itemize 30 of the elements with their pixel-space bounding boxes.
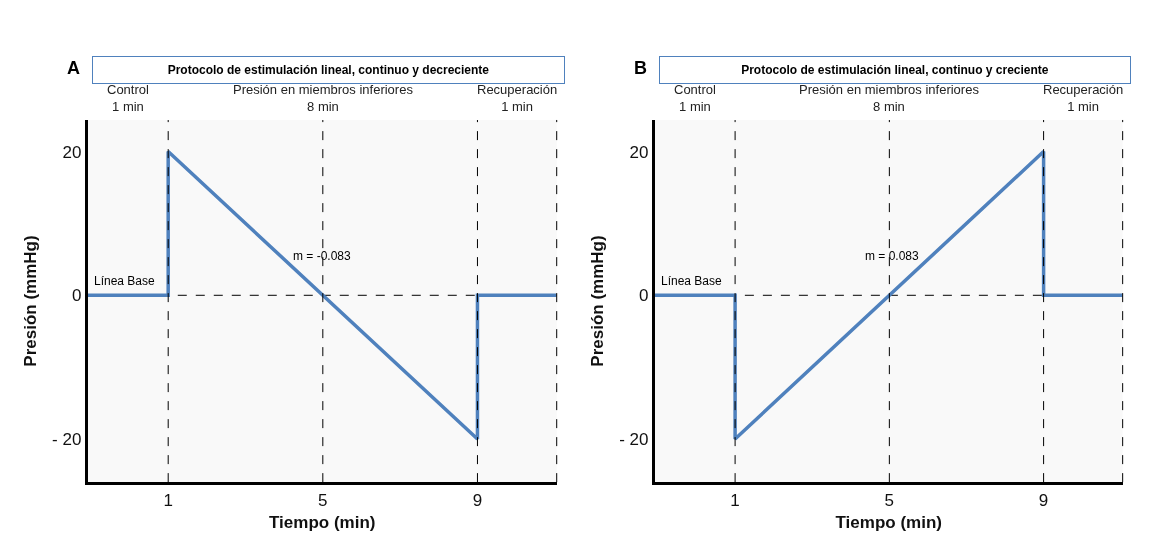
text: Presión en miembros inferiores 8 min bbox=[799, 82, 980, 114]
y-tick-label: 0 bbox=[639, 286, 649, 306]
x-axis-title: Tiempo (min) bbox=[269, 512, 376, 532]
text: Recuperación 1 min bbox=[477, 82, 558, 114]
annotation: Línea Base bbox=[94, 274, 156, 288]
text: Presión en miembros inferiores 8 min bbox=[233, 82, 414, 114]
text: Recuperación 1 min bbox=[1043, 82, 1124, 114]
y-tick-label: 0 bbox=[71, 286, 82, 306]
y-tick-label: - 20 bbox=[619, 429, 649, 449]
x-tick-label: 1 bbox=[163, 490, 173, 510]
x-tick-label: 1 bbox=[730, 490, 740, 510]
text: Control 1 min bbox=[674, 82, 717, 114]
annotation: Línea Base bbox=[661, 274, 723, 288]
y-axis-title: Presión (mmHg) bbox=[587, 235, 607, 367]
chart-title: Protocolo de estimulación lineal, continuo y creciente bbox=[741, 63, 1049, 77]
y-axis-title: Presión (mmHg) bbox=[20, 235, 40, 367]
text: A bbox=[67, 58, 80, 78]
x-tick-label: 5 bbox=[318, 490, 328, 510]
y-tick-label: 20 bbox=[62, 142, 82, 162]
text: B bbox=[634, 58, 647, 78]
x-tick-label: 5 bbox=[884, 490, 895, 510]
x-axis-title: Tiempo (min) bbox=[835, 512, 942, 532]
text: Control 1 min bbox=[107, 82, 150, 114]
y-tick-label: - 20 bbox=[52, 429, 82, 449]
annotation: m = 0.083 bbox=[865, 249, 920, 263]
chart-title: Protocolo de estimulación lineal, continuo y decreciente bbox=[167, 63, 490, 77]
x-tick-label: 9 bbox=[1038, 490, 1049, 510]
annotation: m = -0.083 bbox=[293, 249, 352, 263]
y-tick-label: 20 bbox=[629, 142, 649, 162]
x-tick-label: 9 bbox=[472, 490, 483, 510]
